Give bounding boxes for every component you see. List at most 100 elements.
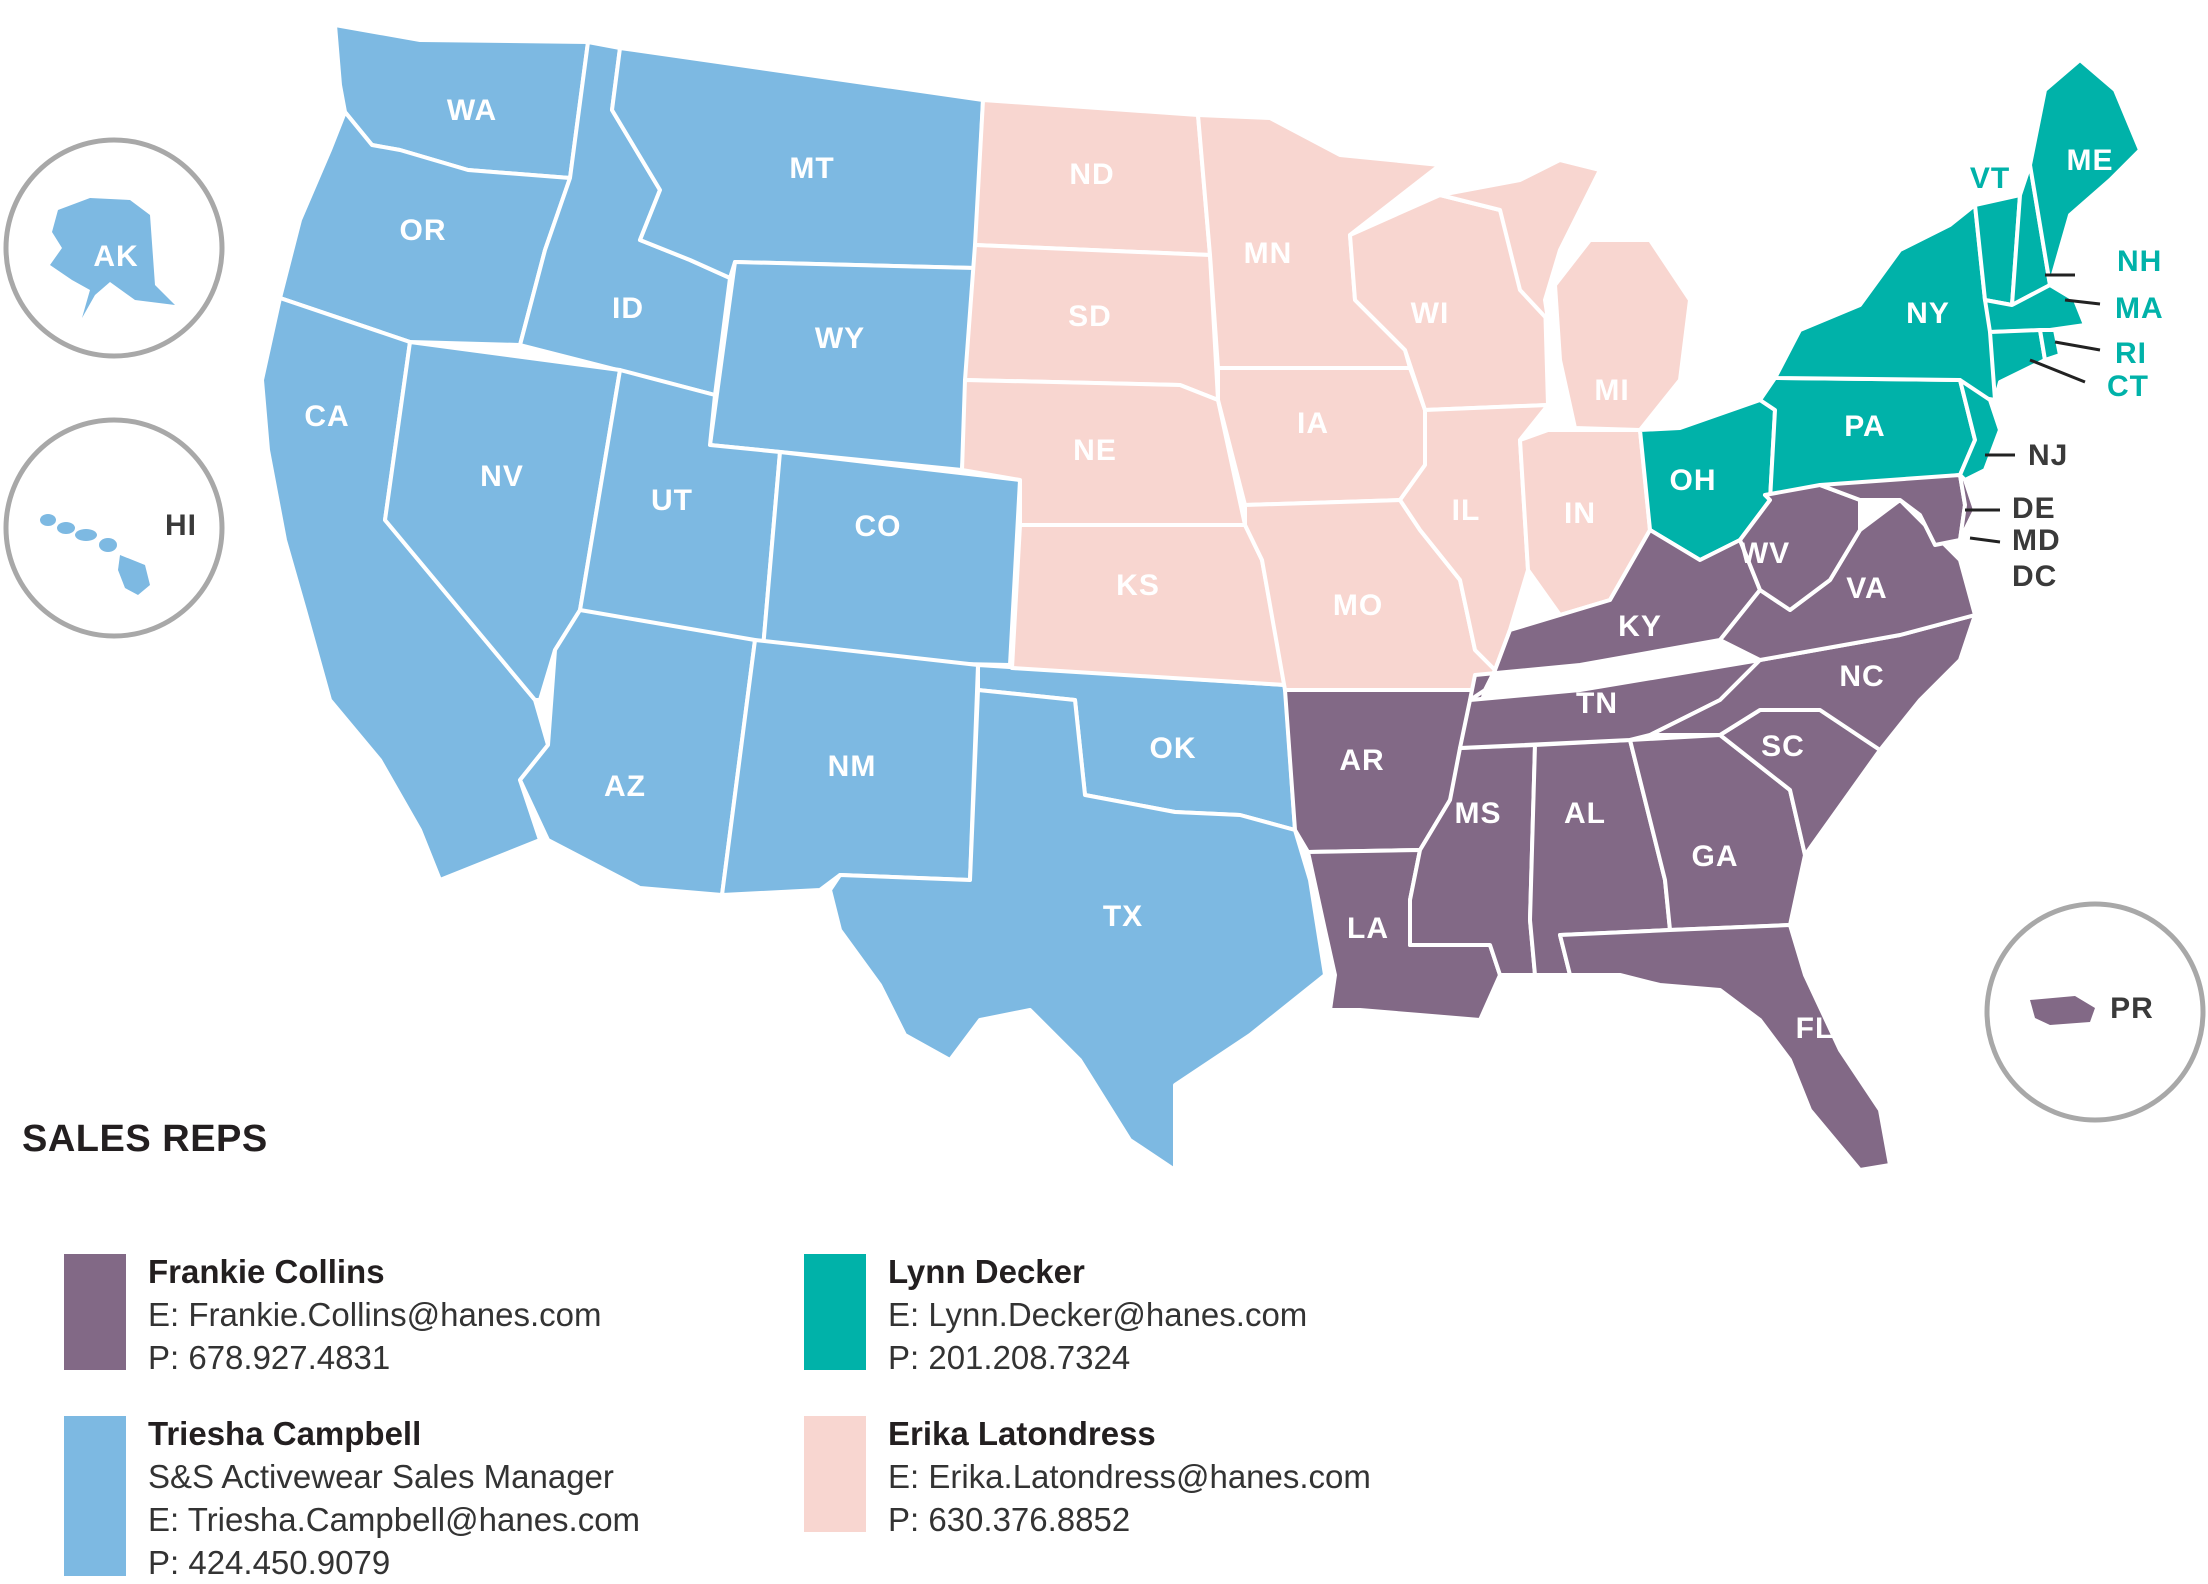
label-ok: OK — [1150, 732, 1197, 765]
label-hi: HI — [165, 509, 197, 542]
state-labels: WA OR CA ID NV MT WY UT CO AZ NM OK TX N… — [93, 94, 2162, 1045]
state-tx[interactable] — [828, 688, 1327, 1172]
label-pr: PR — [2110, 992, 2154, 1025]
label-ga: GA — [1692, 840, 1739, 873]
label-pa: PA — [1844, 410, 1885, 443]
rep-email[interactable]: E: Lynn.Decker@hanes.com — [888, 1296, 1308, 1333]
state-fl[interactable] — [1558, 923, 1892, 1172]
state-ak[interactable] — [50, 198, 175, 318]
state-nc[interactable] — [1648, 613, 1977, 752]
label-me: ME — [2067, 144, 2114, 177]
label-nc: NC — [1839, 660, 1884, 693]
rep-frankie-collins: Frankie Collins E: Frankie.Collins@hanes… — [64, 1250, 602, 1379]
label-nh: NH — [2117, 245, 2162, 278]
label-vt: VT — [1970, 162, 2010, 195]
label-sc: SC — [1761, 730, 1805, 763]
rep-email[interactable]: E: Erika.Latondress@hanes.com — [888, 1458, 1371, 1495]
state-me[interactable] — [2028, 58, 2142, 287]
label-ri: RI — [2115, 337, 2147, 370]
leader-ri — [2054, 340, 2101, 352]
label-nj: NJ — [2028, 439, 2068, 472]
label-md: MD — [2012, 524, 2061, 557]
rep-email[interactable]: E: Triesha.Campbell@hanes.com — [148, 1501, 641, 1538]
state-co[interactable] — [760, 450, 1022, 667]
region-southeast — [1283, 473, 1977, 1172]
state-mi[interactable] — [1438, 158, 1692, 432]
state-ct[interactable] — [1988, 328, 2047, 402]
label-ky: KY — [1618, 610, 1662, 643]
label-id: ID — [612, 292, 644, 325]
state-ny[interactable] — [1773, 203, 2002, 402]
leader-lines — [1965, 273, 2101, 544]
label-wy: WY — [815, 322, 865, 355]
label-wa: WA — [447, 94, 497, 127]
label-ny: NY — [1906, 297, 1950, 330]
label-in: IN — [1564, 497, 1596, 530]
region-northeast — [1638, 58, 2142, 562]
rep-name: Triesha Campbell — [148, 1415, 422, 1452]
rep-phone[interactable]: P: 630.376.8852 — [888, 1501, 1131, 1538]
rep-name: Lynn Decker — [888, 1253, 1085, 1290]
label-mt: MT — [789, 152, 834, 185]
inset-hawaii — [3, 417, 225, 639]
label-ct: CT — [2107, 370, 2149, 403]
label-fl: FL — [1796, 1012, 1835, 1045]
swatch-lynn — [804, 1254, 866, 1370]
label-co: CO — [855, 510, 902, 543]
rep-name: Erika Latondress — [888, 1415, 1156, 1452]
swatch-triesha — [64, 1416, 126, 1576]
label-wi: WI — [1411, 297, 1450, 330]
label-az: AZ — [604, 770, 646, 803]
rep-phone[interactable]: P: 678.927.4831 — [148, 1339, 391, 1376]
rep-email[interactable]: E: Frankie.Collins@hanes.com — [148, 1296, 602, 1333]
label-al: AL — [1564, 797, 1606, 830]
label-mo: MO — [1333, 589, 1383, 622]
inset-puerto-rico — [1984, 901, 2206, 1123]
state-az[interactable] — [518, 608, 757, 897]
state-de[interactable] — [1958, 473, 1977, 542]
label-va: VA — [1846, 572, 1887, 605]
label-mi: MI — [1594, 374, 1629, 407]
state-hi[interactable] — [40, 514, 150, 595]
region-midwest — [960, 98, 1692, 692]
state-wv[interactable] — [1738, 483, 1862, 612]
rep-phone[interactable]: P: 201.208.7324 — [888, 1339, 1131, 1376]
state-ks[interactable] — [1010, 523, 1287, 687]
leader-ct — [2029, 358, 2086, 384]
label-il: IL — [1452, 494, 1481, 527]
label-ks: KS — [1116, 569, 1160, 602]
rep-lynn-decker: Lynn Decker E: Lynn.Decker@hanes.com P: … — [804, 1250, 1307, 1379]
label-oh: OH — [1670, 464, 1717, 497]
label-nm: NM — [828, 750, 877, 783]
label-tn: TN — [1576, 687, 1618, 720]
label-la: LA — [1347, 912, 1389, 945]
state-ky[interactable] — [1468, 528, 1762, 702]
region-west — [260, 23, 1327, 1172]
rep-triesha-campbell: Triesha Campbell S&S Activewear Sales Ma… — [64, 1412, 640, 1584]
rep-name: Frankie Collins — [148, 1253, 385, 1290]
inset-alaska — [3, 137, 225, 359]
label-ms: MS — [1455, 797, 1502, 830]
inset-circle-pr — [1984, 901, 2206, 1123]
label-ia: IA — [1297, 407, 1329, 440]
swatch-frankie — [64, 1254, 126, 1370]
state-ri[interactable] — [2038, 328, 2062, 362]
rep-phone[interactable]: P: 424.450.9079 — [148, 1544, 391, 1581]
label-mn: MN — [1244, 237, 1293, 270]
state-il[interactable] — [1398, 403, 1550, 672]
label-de: DE — [2012, 492, 2056, 525]
state-pr[interactable] — [2030, 996, 2095, 1025]
state-wy[interactable] — [708, 260, 977, 472]
rep-erika-latondress: Erika Latondress E: Erika.Latondress@han… — [804, 1412, 1371, 1541]
leader-ma — [2064, 298, 2101, 306]
leader-md — [1969, 536, 2001, 544]
label-ak: AK — [93, 240, 138, 273]
label-ca: CA — [304, 400, 349, 433]
inset-circle-hi — [3, 417, 225, 639]
label-or: OR — [400, 214, 447, 247]
sales-reps-title: SALES REPS — [22, 1118, 268, 1160]
label-ne: NE — [1073, 434, 1117, 467]
label-ut: UT — [651, 484, 693, 517]
label-wv: WV — [1740, 537, 1790, 570]
